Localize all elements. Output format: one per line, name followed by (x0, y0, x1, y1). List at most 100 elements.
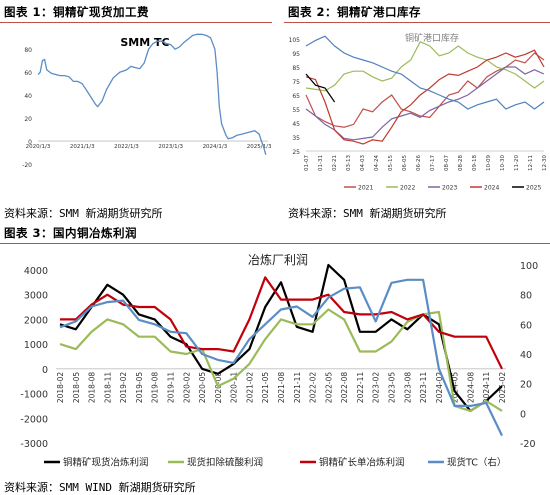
x-tick-label: 2019-05 (135, 372, 144, 404)
y-tick-label: 85 (292, 65, 300, 72)
x-tick-label: 2020-02 (182, 372, 191, 404)
smelter-profit-chart: 冶炼厂利润40003000200010000-1000-2000-3000100… (20, 252, 538, 469)
y-tick-label: 35 (292, 135, 300, 142)
y-right-tick-label: 20 (520, 380, 532, 391)
x-tick-label: 2022/1/3 (114, 144, 139, 150)
x-tick-label: 10-30 (500, 155, 506, 171)
y-left-tick-label: 0 (42, 365, 48, 376)
series-line (305, 41, 545, 92)
legend-label: 现货扣除硫酸利润 (187, 457, 263, 469)
figure-3-rule (0, 243, 550, 244)
figure-1-caption: 图表 1：铜精矿现货加工费 (4, 5, 150, 19)
y-left-tick-label: -2000 (20, 414, 48, 425)
legend-label: 铜精矿长单冶炼利润 (319, 457, 405, 469)
y-tick-label: -20 (22, 162, 32, 169)
x-tick-label: 2025/1/3 (247, 144, 272, 150)
y-tick-label: 20 (24, 116, 32, 123)
x-tick-label: 2020-05 (198, 372, 207, 404)
y-left-tick-label: 4000 (24, 266, 48, 277)
x-tick-label: 05-15 (388, 155, 394, 171)
y-tick-label: 95 (292, 51, 300, 58)
y-left-tick-label: 1000 (24, 340, 48, 351)
legend-label: 2025 (526, 185, 541, 192)
x-tick-label: 01-07 (304, 155, 310, 171)
series-line (60, 276, 503, 370)
x-tick-label: 03-13 (346, 155, 352, 171)
y-left-tick-label: 3000 (24, 291, 48, 302)
x-tick-label: 2023-05 (388, 372, 397, 404)
x-tick-label: 01-31 (318, 155, 324, 171)
x-tick-label: 2022-08 (340, 372, 349, 404)
x-tick-label: 02-21 (332, 155, 338, 171)
figure-3-source: 资料来源：SMM WIND 新湖期货研究所 (4, 481, 196, 494)
x-tick-label: 2018-11 (103, 372, 112, 404)
y-tick-label: 105 (289, 37, 301, 44)
x-tick-label: 2022-02 (309, 372, 318, 404)
port-inventory-chart: 铜矿港口库存 25 35 45 55 65 75 85 95 105 01-07 01-31 02-21… (289, 32, 548, 192)
y-tick-label: 65 (292, 93, 300, 100)
series-line (305, 35, 545, 110)
y-tick-label: 55 (292, 107, 300, 114)
x-tick-label: 11-20 (514, 155, 520, 171)
x-tick-label: 2023-02 (372, 372, 381, 404)
y-right-tick-label: 60 (520, 320, 532, 331)
x-tick-label: 2021-11 (293, 372, 302, 404)
y-tick-label: 75 (292, 79, 300, 86)
x-tick-label: 2025-02 (498, 372, 507, 404)
x-tick-label: 2018-08 (88, 372, 97, 404)
y-tick-label: 60 (24, 70, 32, 77)
figure-1-rule (0, 22, 272, 23)
y-left-tick-label: -3000 (20, 439, 48, 450)
x-tick-label: 2024-05 (451, 372, 460, 404)
x-tick-label: 2020-11 (230, 372, 239, 404)
x-tick-label: 2019-02 (119, 372, 128, 404)
y-tick-label: 25 (292, 149, 300, 156)
x-tick-label: 10-09 (486, 155, 492, 171)
y-tick-label: 40 (24, 93, 32, 100)
y-right-tick-label: 80 (520, 291, 532, 302)
chart-title: SMM TC (120, 36, 169, 49)
x-tick-label: 2023-11 (419, 372, 428, 404)
x-tick-label: 04-03 (360, 155, 366, 171)
x-tick-label: 12-30 (542, 155, 548, 171)
x-tick-label: 09-18 (472, 155, 478, 171)
x-tick-label: 2024-02 (435, 372, 444, 404)
chart-title: 冶炼厂利润 (248, 252, 308, 267)
x-tick-label: 2024-08 (466, 372, 475, 404)
y-left-tick-label: 2000 (24, 315, 48, 326)
x-tick-label: 07-17 (430, 155, 436, 171)
x-tick-label: 2021/1/3 (70, 144, 95, 150)
figure-2-rule (284, 22, 550, 23)
x-tick-label: 2020-08 (214, 372, 223, 404)
legend-label: 2021 (358, 185, 373, 192)
series-line (305, 66, 545, 141)
y-right-tick-label: 0 (520, 409, 526, 420)
x-tick-label: 2022-05 (324, 372, 333, 404)
x-tick-label: 2023-08 (403, 372, 412, 404)
x-tick-label: 2020/1/3 (26, 144, 51, 150)
x-tick-label: 2021-02 (245, 372, 254, 404)
x-tick-label: 2024-11 (482, 372, 491, 404)
tc-chart: SMM TC -20 0 20 40 60 80 2020/1/3 2021/1/3 2022/1… (22, 33, 272, 169)
x-tick-label: 2018-05 (72, 372, 81, 404)
chart-title: 铜矿港口库存 (405, 32, 459, 44)
series-line-tc (37, 33, 267, 155)
x-tick-label: 08-28 (458, 155, 464, 171)
legend-label: 现货TC（右） (447, 457, 506, 469)
y-right-tick-label: -20 (520, 439, 536, 450)
x-tick-label: 2022-11 (356, 372, 365, 404)
x-tick-label: 2021-05 (261, 372, 270, 404)
x-tick-label: 2023/1/3 (158, 144, 183, 150)
legend-label: 铜精矿现货冶炼利润 (63, 457, 149, 469)
x-tick-label: 08-07 (444, 155, 450, 171)
x-tick-label: 06-26 (416, 155, 422, 171)
series-line (305, 49, 545, 145)
x-tick-label: 2018-02 (56, 372, 65, 404)
x-tick-label: 06-05 (402, 155, 408, 171)
y-tick-label: 80 (24, 47, 32, 54)
x-tick-label: 2019-11 (167, 372, 176, 404)
legend-label: 2024 (484, 185, 499, 192)
x-tick-label: 2024/1/3 (203, 144, 228, 150)
series-line (305, 52, 545, 128)
series-line (59, 263, 503, 412)
